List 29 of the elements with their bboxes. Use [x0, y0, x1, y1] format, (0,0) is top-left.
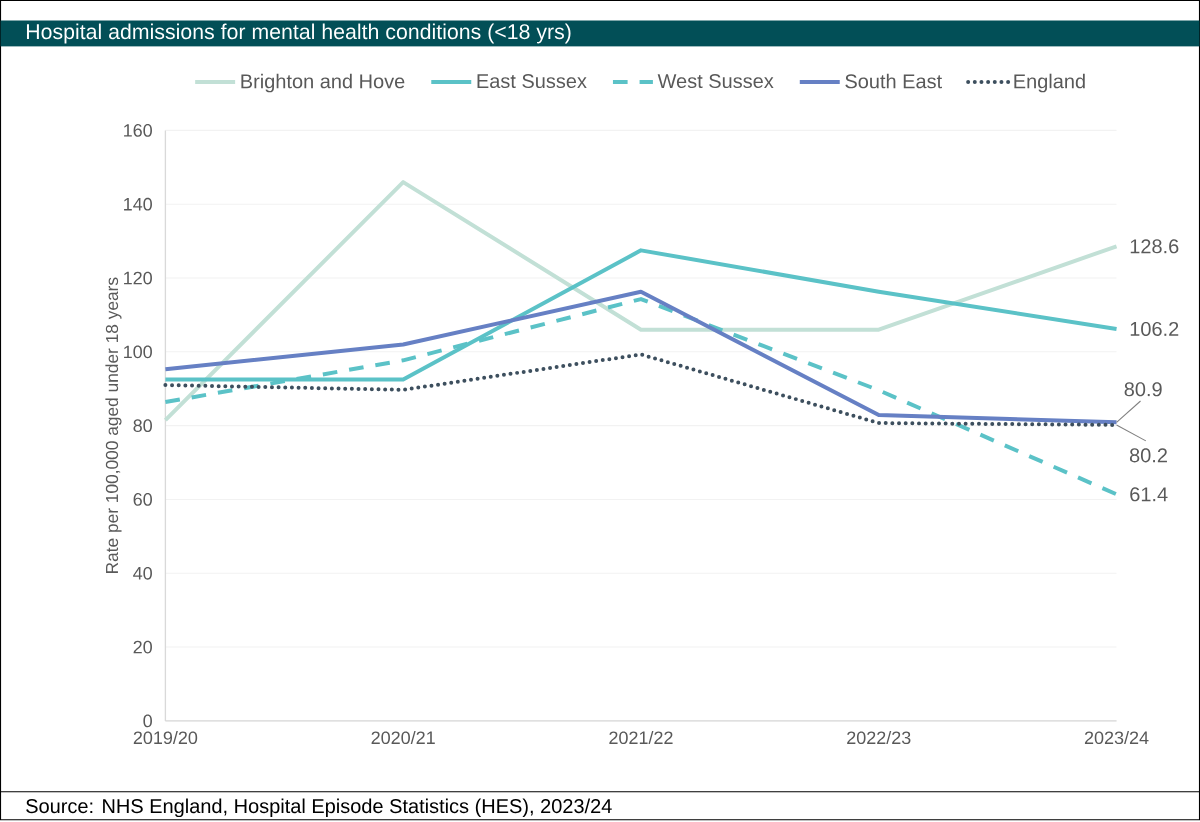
chart-title: Hospital admissions for mental health conditions (<18 yrs): [26, 23, 571, 44]
legend-label: East Sussex: [477, 74, 587, 89]
legend-label: Brighton and Hove: [241, 73, 405, 93]
y-tick-label: 100: [124, 345, 152, 359]
legend-label: England: [1014, 73, 1085, 93]
x-tick-label: 2022/23: [847, 731, 911, 745]
y-axis-title: Rate per 100,000 aged under 18 years: [105, 277, 122, 574]
data-label: 80.2: [1129, 448, 1167, 463]
data-label: 106.2: [1130, 322, 1179, 337]
y-tick-label: 80: [133, 419, 152, 433]
x-tick-label: 2023/24: [1084, 731, 1149, 745]
y-tick-label: 120: [124, 271, 152, 285]
data-label: 80.9: [1124, 382, 1162, 397]
x-tick-label: 2020/21: [371, 731, 435, 745]
y-tick-label: 20: [133, 640, 152, 654]
x-tick-label: 2021/22: [609, 731, 673, 745]
legend-label: West Sussex: [657, 74, 774, 89]
x-tick-label: 2019/20: [133, 731, 198, 745]
y-tick-label: 0: [143, 714, 152, 728]
line-series: [163, 289, 1119, 425]
y-tick-label: 160: [124, 124, 152, 137]
source-note: Source: NHS England, Hospital Episode Statistics (HES), 2023/24: [26, 798, 612, 818]
data-label: 61.4: [1130, 487, 1168, 502]
line-series: [163, 180, 1119, 423]
legend-label: South East: [845, 73, 942, 89]
data-label: 128.6: [1130, 239, 1179, 254]
y-tick-label: 40: [133, 567, 152, 580]
y-tick-label: 140: [124, 198, 152, 211]
y-tick-label: 60: [133, 493, 152, 507]
